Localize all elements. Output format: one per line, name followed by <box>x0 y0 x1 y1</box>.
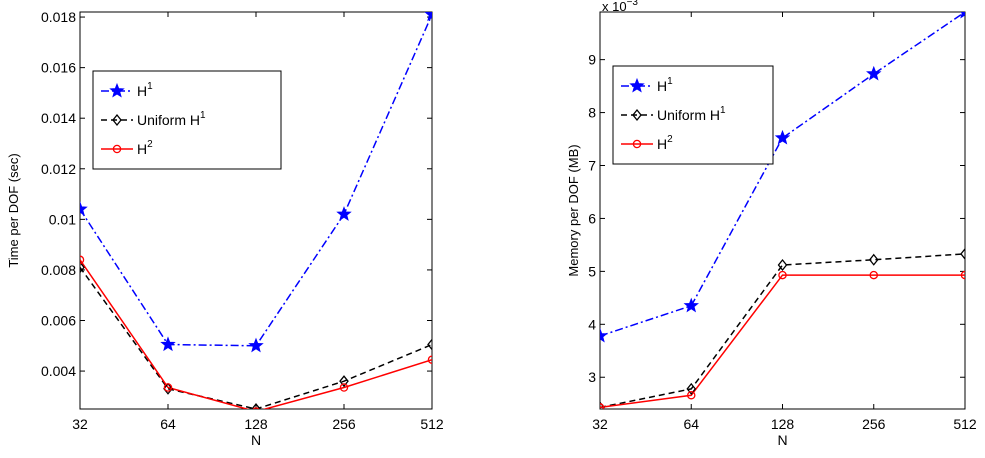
series-2-point <box>777 258 788 272</box>
series-3-point <box>869 270 879 280</box>
series-1-point <box>248 337 264 353</box>
series-line-2 <box>80 266 432 409</box>
series-2-point <box>960 247 965 260</box>
x-tick-label: 512 <box>953 416 977 432</box>
y-tick-label: 6 <box>588 210 596 226</box>
x-tick-label: 128 <box>771 416 795 432</box>
series-2-point <box>251 402 261 409</box>
series-3-point <box>778 270 787 280</box>
legend-label-2: Uniform H1 <box>137 110 206 128</box>
legend-marker-1 <box>629 77 645 93</box>
legend-box <box>612 65 774 165</box>
y-tick-label: 7 <box>588 158 596 174</box>
series-2-point <box>80 261 85 274</box>
legend-marker-1 <box>109 82 125 98</box>
legend-label-sup: 1 <box>667 76 673 87</box>
x-axis-label: N <box>251 432 261 448</box>
series-3-point <box>163 383 173 392</box>
legend-marker-3 <box>112 144 122 154</box>
x-tick-label: 512 <box>420 416 444 432</box>
chart-panel-1: 0.004 0.006 0.008 0.01 0.012 0.014 0.016 0.018 3… <box>6 9 444 448</box>
series-3-point <box>80 255 85 265</box>
series-group <box>80 12 432 409</box>
legend-label-sup: 2 <box>667 134 673 145</box>
chart-panel-2: 3 4 5 6 7 8 9 32 64 128 256 512 N Memory per DOF (MB)… <box>566 0 977 448</box>
y-tick-label: 0.018 <box>41 9 76 25</box>
series-3-point <box>960 270 965 280</box>
y-exponent-sup: −3 <box>627 0 639 8</box>
series-1-point <box>424 12 432 22</box>
legend-label-sup: 2 <box>147 139 153 150</box>
x-tick-label: 256 <box>332 416 356 432</box>
x-tick-label: 32 <box>592 416 608 432</box>
y-tick-label: 0.014 <box>41 110 76 126</box>
legend-marker-2 <box>632 108 642 122</box>
series-1-point <box>866 65 882 81</box>
series-2-point <box>868 253 879 266</box>
series-1-point <box>160 336 176 352</box>
y-tick-label: 0.016 <box>41 60 76 76</box>
x-tick-label: 64 <box>160 416 176 432</box>
series-line-3 <box>80 259 432 409</box>
y-tick-label: 9 <box>588 52 596 68</box>
y-axis-label: Time per DOF (sec) <box>6 153 21 267</box>
series-3-point <box>687 390 696 400</box>
series-2-point <box>686 382 697 395</box>
series-1-point <box>960 12 965 19</box>
legend-label-sup: 1 <box>200 110 206 121</box>
series-line-3 <box>600 274 965 409</box>
y-tick-label: 5 <box>588 263 596 279</box>
series-3-point <box>427 355 432 364</box>
y-tick-label: 3 <box>588 369 596 385</box>
series-1-point <box>774 129 791 145</box>
y-axis-label: Memory per DOF (MB) <box>566 144 581 276</box>
series-3-point <box>600 403 605 409</box>
series-3-point <box>252 407 260 409</box>
series-line-1 <box>80 14 432 347</box>
series-1-point <box>336 206 352 221</box>
x-tick-label: 128 <box>244 416 268 432</box>
x-tick-label: 64 <box>683 416 699 432</box>
y-tick-label: 8 <box>588 105 596 121</box>
series-1-point <box>683 297 699 313</box>
series-2-point <box>163 382 173 395</box>
legend-marker-2 <box>112 113 122 127</box>
series-2-point <box>427 338 432 351</box>
y-tick-label: 0.01 <box>49 211 76 227</box>
y-tick-label: 0.006 <box>41 312 76 328</box>
y-tick-label: 0.012 <box>41 161 76 177</box>
x-tick-label: 256 <box>862 416 886 432</box>
legend-marker-3 <box>632 139 642 149</box>
y-tick-label: 0.004 <box>41 363 76 379</box>
series-1-point <box>600 327 608 343</box>
series-group <box>600 12 965 409</box>
legend-label-sup: 1 <box>720 105 726 116</box>
series-line-1 <box>600 12 965 337</box>
x-tick-label: 32 <box>72 416 88 432</box>
series-line-2 <box>600 253 965 409</box>
series-2-point <box>339 375 349 388</box>
legend-label-sup: 1 <box>147 81 153 92</box>
legend-label-2: Uniform H1 <box>657 105 726 123</box>
x-axis-label: N <box>777 432 787 448</box>
y-tick-label: 0.008 <box>41 262 76 278</box>
series-1-point <box>80 201 88 216</box>
y-tick-label: 4 <box>588 316 596 332</box>
series-3-point <box>339 383 349 392</box>
